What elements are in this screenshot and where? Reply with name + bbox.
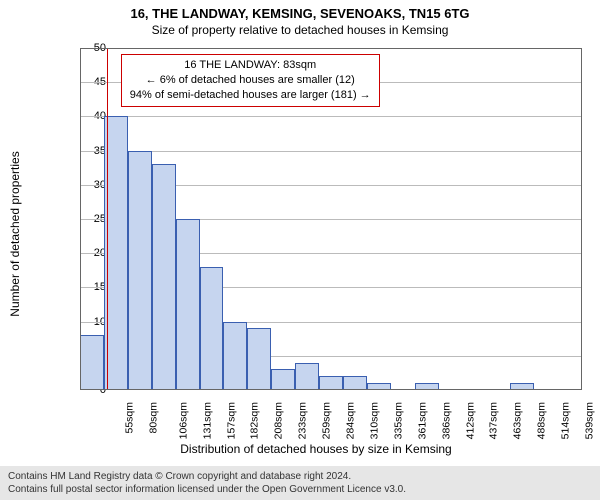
x-tick-label: 55sqm xyxy=(123,402,135,434)
attribution-footer: Contains HM Land Registry data © Crown c… xyxy=(0,466,600,500)
x-tick-label: 80sqm xyxy=(147,402,159,434)
x-tick-label: 208sqm xyxy=(273,402,285,439)
x-tick-label: 463sqm xyxy=(512,402,524,439)
x-axis-label: Distribution of detached houses by size … xyxy=(50,442,582,456)
y-axis-label: Number of detached properties xyxy=(8,48,28,420)
x-tick-label: 233sqm xyxy=(297,402,309,439)
chart-title-main: 16, THE LANDWAY, KEMSING, SEVENOAKS, TN1… xyxy=(0,6,600,21)
x-tick-label: 335sqm xyxy=(392,402,404,439)
x-tick-label: 386sqm xyxy=(440,402,452,439)
plot-border xyxy=(80,48,582,390)
footer-line-2: Contains full postal sector information … xyxy=(8,483,592,496)
x-tick-label: 259sqm xyxy=(321,402,333,439)
x-tick-label: 182sqm xyxy=(249,402,261,439)
x-tick-label: 539sqm xyxy=(583,402,595,439)
plot-region: 16 THE LANDWAY: 83sqm← 6% of detached ho… xyxy=(80,48,582,390)
x-tick-label: 157sqm xyxy=(225,402,237,439)
x-tick-label: 106sqm xyxy=(177,402,189,439)
chart-title-sub: Size of property relative to detached ho… xyxy=(0,23,600,37)
x-tick-label: 284sqm xyxy=(344,402,356,439)
x-tick-label: 488sqm xyxy=(536,402,548,439)
x-tick-label: 310sqm xyxy=(368,402,380,439)
x-tick-label: 514sqm xyxy=(560,402,572,439)
x-tick-label: 437sqm xyxy=(488,402,500,439)
footer-line-1: Contains HM Land Registry data © Crown c… xyxy=(8,470,592,483)
chart-area: 05101520253035404550 16 THE LANDWAY: 83s… xyxy=(50,48,582,420)
x-tick-label: 361sqm xyxy=(416,402,428,439)
x-tick-label: 412sqm xyxy=(464,402,476,439)
x-tick-label: 131sqm xyxy=(201,402,213,439)
